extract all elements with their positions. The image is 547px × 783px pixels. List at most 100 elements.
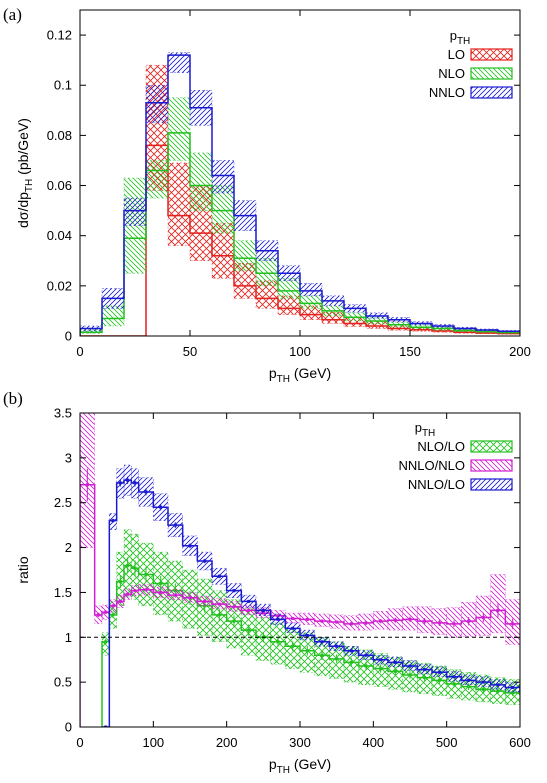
- y-axis-label: ratio: [15, 556, 31, 583]
- legend-swatch: [470, 86, 513, 99]
- data-point: [144, 490, 148, 494]
- chart-panel-b: (b)0 100 200 300 400 500 60000.511.522.533.5pT…: [3, 389, 531, 776]
- legend-swatch: [470, 440, 513, 453]
- data-point: [118, 599, 122, 603]
- y-tick-label: 0.08: [47, 128, 72, 143]
- data-point: [481, 680, 485, 684]
- data-point: [364, 653, 368, 657]
- series-nnlo-lo: [102, 464, 529, 727]
- data-point: [104, 610, 108, 614]
- data-point: [232, 605, 236, 609]
- data-point: [408, 673, 412, 677]
- data-point: [217, 613, 221, 617]
- y-tick-label: 3: [65, 450, 72, 465]
- data-point: [276, 617, 280, 621]
- data-point: [496, 683, 500, 687]
- data-point: [496, 689, 500, 693]
- series-nnlo-nlo: [80, 413, 520, 727]
- legend-label: NLO/LO: [417, 439, 465, 454]
- data-point: [526, 689, 529, 692]
- data-point: [111, 613, 115, 617]
- data-point: [104, 725, 108, 727]
- data-point: [144, 588, 148, 592]
- x-axis-label-main: p: [269, 756, 277, 772]
- data-point: [481, 616, 485, 620]
- legend-swatch: [470, 48, 513, 61]
- legend-swatch: [470, 478, 513, 491]
- data-point: [452, 682, 456, 686]
- data-point: [232, 589, 236, 593]
- data-point: [85, 483, 89, 487]
- x-tick-label: 200: [509, 344, 531, 359]
- data-point: [511, 691, 515, 695]
- uncertainty-band: [145, 85, 169, 124]
- data-point: [104, 640, 108, 644]
- data-point: [423, 668, 427, 672]
- data-point: [437, 621, 441, 625]
- data-point: [423, 619, 427, 623]
- data-point: [118, 481, 122, 485]
- y-tick-label: 2: [65, 540, 72, 555]
- data-point: [247, 608, 251, 612]
- y-axis-label: dσ/dpTH (pb/GeV): [15, 118, 35, 228]
- data-point: [452, 675, 456, 679]
- series-line: [80, 144, 520, 336]
- y-axis-label-sub: TH: [24, 179, 35, 192]
- series-line: [80, 54, 520, 336]
- data-point: [126, 564, 130, 568]
- data-point: [349, 649, 353, 653]
- data-point: [217, 602, 221, 606]
- legend-title: pTH: [415, 420, 436, 439]
- panel-label: (b): [3, 389, 23, 408]
- data-point: [349, 660, 353, 664]
- chart-panel-a: (a) 0 50 100 150 200 0 0.02 0.04 0.06 0.08 0.1 0.12 p…: [3, 5, 531, 385]
- x-tick-label: 600: [509, 735, 531, 750]
- data-point: [118, 580, 122, 584]
- data-point: [276, 640, 280, 644]
- data-point: [467, 619, 471, 623]
- series-line: [101, 564, 520, 727]
- legend-label: LO: [448, 47, 465, 62]
- x-axis-label-sub: TH: [277, 765, 290, 776]
- data-point: [481, 687, 485, 691]
- data-point: [159, 590, 163, 594]
- data-point: [335, 657, 339, 661]
- data-point: [511, 622, 515, 626]
- data-point: [379, 658, 383, 662]
- uncertainty-band: [167, 97, 191, 161]
- data-point: [320, 619, 324, 623]
- data-point: [408, 617, 412, 621]
- y-tick-label: 0: [65, 720, 72, 735]
- data-point: [173, 523, 177, 527]
- data-point: [159, 505, 163, 509]
- data-point: [232, 619, 236, 623]
- y-tick-label: 2.5: [54, 495, 72, 510]
- uncertainty-band: [277, 278, 301, 299]
- x-axis-label-sub: TH: [277, 374, 290, 385]
- data-point: [173, 593, 177, 597]
- data-point: [203, 559, 207, 563]
- x-tick-label: 50: [183, 344, 197, 359]
- x-tick-label: 400: [362, 735, 384, 750]
- y-tick-label: 0.5: [54, 675, 72, 690]
- uncertainty-band: [299, 295, 323, 309]
- data-point: [133, 566, 137, 570]
- data-point: [159, 581, 163, 585]
- legend-label: NNLO/LO: [408, 477, 465, 492]
- data-point: [364, 621, 368, 625]
- data-point: [203, 599, 207, 603]
- data-point: [393, 669, 397, 673]
- plot-area: [80, 413, 529, 727]
- x-tick-label: 100: [289, 344, 311, 359]
- x-axis-label-suffix: (GeV): [290, 756, 331, 772]
- legend-title: pTH: [450, 28, 471, 47]
- y-tick-label: 0.06: [47, 178, 72, 193]
- legend-title-sub: TH: [457, 36, 470, 47]
- x-axis-label-main: p: [269, 365, 277, 381]
- uncertainty-band: [255, 258, 279, 287]
- data-point: [349, 622, 353, 626]
- data-point: [291, 644, 295, 648]
- data-point: [467, 678, 471, 682]
- x-tick-label: 500: [436, 735, 458, 750]
